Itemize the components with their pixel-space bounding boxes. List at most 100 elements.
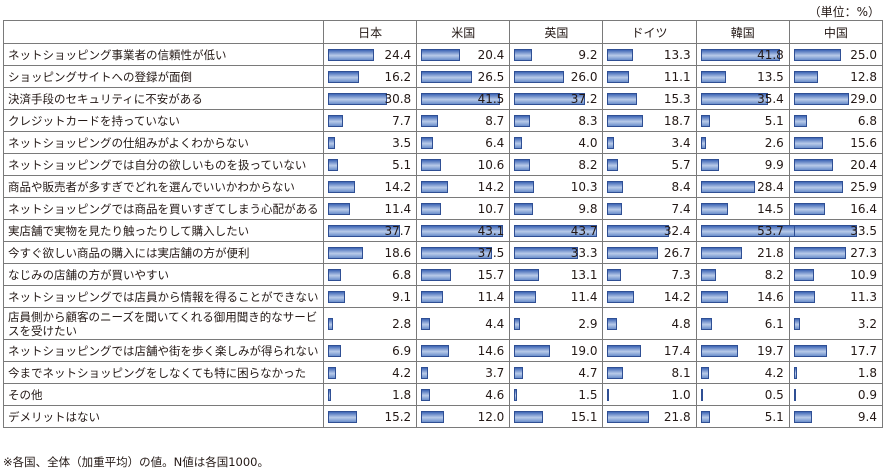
value-cell: 33.3	[509, 241, 604, 264]
data-label: 35.4	[757, 91, 784, 106]
data-label: 37.5	[477, 245, 505, 260]
data-label: 41.5	[477, 91, 505, 106]
data-label: 9.2	[578, 47, 598, 62]
row-label: 実店舗で実物を見たり触ったりして購入したい	[3, 219, 324, 242]
value-cell: 2.8	[322, 307, 418, 340]
bar	[607, 114, 643, 127]
bar	[607, 180, 624, 193]
data-label: 12.0	[477, 409, 505, 424]
bar	[328, 410, 357, 423]
bar	[607, 70, 629, 83]
bar	[700, 317, 713, 330]
value-cell: 15.1	[509, 405, 604, 428]
bar	[328, 388, 332, 401]
bar	[514, 114, 531, 127]
data-label: 0.9	[857, 387, 877, 402]
data-label: 10.9	[850, 267, 877, 282]
data-label: 11.4	[477, 289, 505, 304]
value-cell: 28.4	[695, 175, 790, 198]
bar	[421, 268, 451, 281]
row-label: ネットショッピングでは商品を買いすぎてしまう心配がある	[3, 197, 324, 220]
bar	[514, 317, 520, 330]
value-cell: 10.3	[509, 175, 604, 198]
data-label: 2.8	[392, 316, 412, 331]
value-cell: 37.5	[416, 241, 511, 264]
value-cell: 1.8	[322, 383, 418, 406]
data-label: 15.2	[384, 409, 412, 424]
value-cell: 8.7	[416, 109, 511, 132]
value-cell: 20.4	[416, 43, 511, 66]
table-row: 今までネットショッピングをしなくても特に困らなかった 4.2 3.7 4.7 8.1 4.…	[3, 361, 884, 384]
bar	[700, 202, 729, 215]
data-label: 15.3	[663, 91, 691, 106]
value-cell: 6.4	[416, 131, 511, 154]
row-label: なじみの店舗の方が買いやすい	[3, 263, 324, 286]
bar	[607, 317, 617, 330]
bar	[793, 114, 807, 127]
bar	[793, 158, 833, 171]
row-label: ネットショッピングでは店員から情報を得ることができない	[3, 285, 324, 308]
data-label: 3.5	[392, 135, 412, 150]
data-label: 24.4	[384, 47, 412, 62]
value-cell: 19.7	[695, 339, 790, 362]
bar	[700, 180, 755, 193]
data-label: 26.5	[477, 69, 505, 84]
data-label: 7.4	[671, 201, 691, 216]
data-label: 11.3	[850, 289, 877, 304]
bar	[793, 70, 819, 83]
data-label: 7.7	[392, 113, 412, 128]
table-row: デメリットはない 15.2 12.0 15.1 21.8 5.1 9.4	[3, 405, 884, 428]
bar	[700, 246, 743, 259]
bar	[700, 268, 717, 281]
value-cell: 32.4	[602, 219, 697, 242]
row-label: ネットショッピング事業者の信頼性が低い	[3, 43, 324, 66]
bar	[793, 202, 825, 215]
data-label: 11.4	[570, 289, 598, 304]
data-label: 14.5	[757, 201, 784, 216]
bar	[421, 388, 430, 401]
bar	[700, 136, 706, 149]
value-cell: 16.4	[788, 197, 884, 220]
bar	[793, 268, 815, 281]
data-label: 32.4	[663, 223, 691, 238]
value-cell: 17.4	[602, 339, 697, 362]
value-cell: 16.2	[322, 65, 418, 88]
bar	[421, 180, 449, 193]
value-cell: 7.7	[322, 109, 418, 132]
data-label: 1.5	[578, 387, 598, 402]
data-label: 8.7	[485, 113, 505, 128]
bar	[607, 48, 633, 61]
value-cell: 5.1	[695, 405, 790, 428]
bar	[793, 290, 816, 303]
data-label: 1.8	[857, 365, 877, 380]
table-row: 実店舗で実物を見たり触ったりして購入したい 37.7 43.1 43.7 32.4 53.…	[3, 219, 884, 242]
bar	[328, 344, 342, 357]
row-label: 店員側から顧客のニーズを聞いてくれる御用聞き的なサービスを受けたい	[3, 307, 324, 340]
bar	[514, 290, 536, 303]
bar	[421, 246, 493, 259]
bar	[421, 202, 442, 215]
value-cell: 2.6	[695, 131, 790, 154]
value-cell: 6.8	[788, 109, 884, 132]
value-cell: 14.2	[416, 175, 511, 198]
bar	[700, 114, 711, 127]
data-label: 25.9	[850, 179, 877, 194]
data-label: 15.1	[570, 409, 598, 424]
data-label: 27.3	[850, 245, 877, 260]
bar	[700, 290, 729, 303]
table-row: ネットショッピングでは店員から情報を得ることができない 9.1 11.4 11.4 14…	[3, 285, 884, 308]
column-header: 韓国	[695, 20, 790, 44]
value-cell: 2.9	[509, 307, 604, 340]
bar	[514, 268, 540, 281]
table-row: なじみの店舗の方が買いやすい 6.8 15.7 13.1 7.3 8.2 10.9	[3, 263, 884, 286]
bar	[700, 158, 720, 171]
value-cell: 0.5	[695, 383, 790, 406]
data-label: 6.1	[764, 316, 784, 331]
value-cell: 13.5	[695, 65, 790, 88]
value-cell: 12.8	[788, 65, 884, 88]
bar	[514, 92, 585, 105]
table-row: ネットショッピングの仕組みがよくわからない 3.5 6.4 4.0 3.4 2.6 15.6	[3, 131, 884, 154]
value-cell: 11.4	[416, 285, 511, 308]
value-cell: 9.2	[509, 43, 604, 66]
data-label: 2.6	[764, 135, 784, 150]
